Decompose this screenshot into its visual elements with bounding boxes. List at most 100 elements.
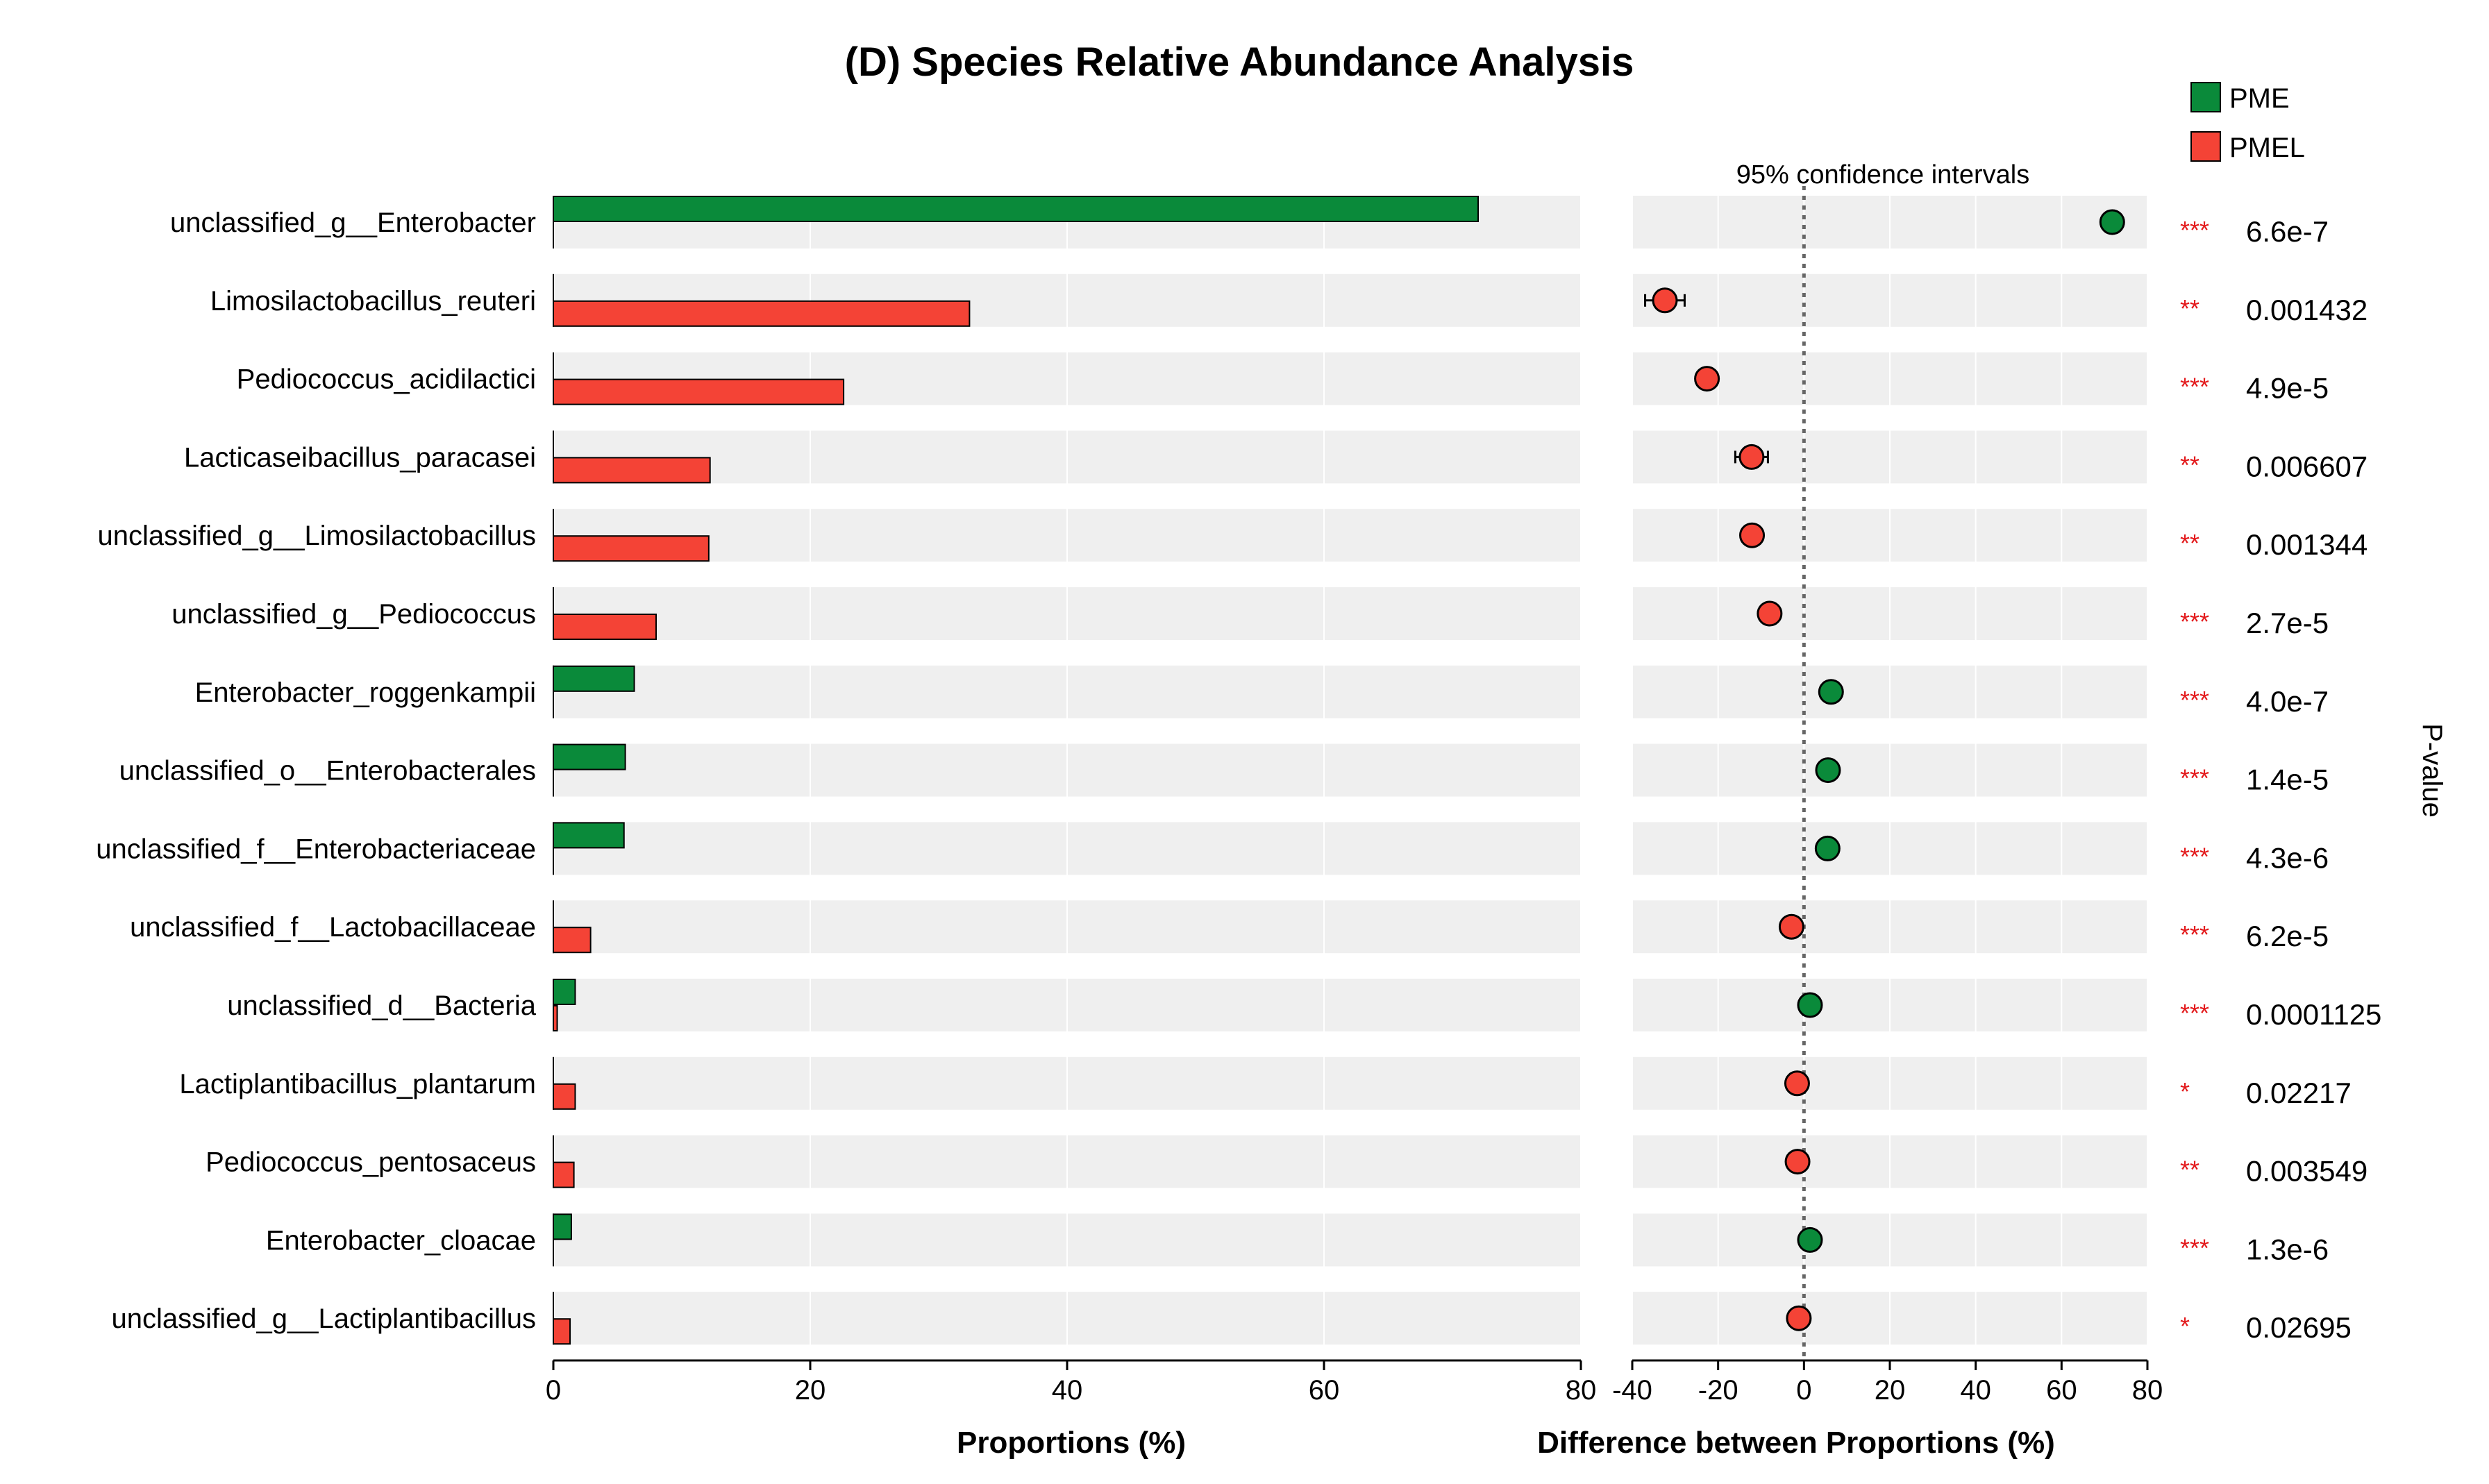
bar-pmel bbox=[553, 378, 845, 405]
left-tick-label: 0 bbox=[546, 1375, 561, 1406]
bar-pmel bbox=[553, 1083, 576, 1110]
bar-pmel bbox=[553, 457, 711, 484]
p-value-label: 6.2e-5 bbox=[2246, 920, 2329, 952]
bar-pme bbox=[553, 822, 625, 849]
p-value-label: 4.9e-5 bbox=[2246, 372, 2329, 405]
significance-stars: *** bbox=[2180, 999, 2209, 1027]
species-label: Enterobacter_cloacae bbox=[266, 1225, 536, 1256]
species-label: Lacticaseibacillus_paracasei bbox=[184, 442, 536, 473]
diff-point bbox=[1797, 1226, 1823, 1253]
significance-stars: *** bbox=[2180, 1233, 2209, 1262]
significance-stars: ** bbox=[2180, 450, 2199, 479]
species-label: unclassified_f__Enterobacteriaceae bbox=[96, 834, 536, 864]
left-tick-label: 40 bbox=[1052, 1375, 1083, 1406]
species-label: unclassified_g__Limosilactobacillus bbox=[98, 521, 536, 551]
bar-pme bbox=[553, 196, 1479, 222]
legend-label-pme: PME bbox=[2229, 83, 2290, 114]
diff-point bbox=[1778, 913, 1804, 940]
significance-stars: ** bbox=[2180, 529, 2199, 557]
significance-stars: ** bbox=[2180, 294, 2199, 323]
p-value-label: 0.006607 bbox=[2246, 450, 2368, 482]
labels-layer: 0 20 40 60 80 -40 -20 0 20 40 60 80 unclassified_g__… bbox=[96, 208, 2381, 1406]
species-label: Pediococcus_pentosaceus bbox=[206, 1147, 536, 1178]
left-tick-label: 60 bbox=[1309, 1375, 1340, 1406]
grid-layer bbox=[552, 186, 2149, 1370]
p-value-label: 0.02217 bbox=[2246, 1077, 2352, 1109]
significance-stars: *** bbox=[2180, 373, 2209, 401]
p-value-label: 1.4e-5 bbox=[2246, 764, 2329, 796]
chart-title: (D) Species Relative Abundance Analysis bbox=[845, 40, 1634, 85]
bar-pmel bbox=[553, 300, 971, 327]
diff-point bbox=[1739, 522, 1766, 548]
bar-pme bbox=[553, 979, 576, 1005]
right-tick-label: 0 bbox=[1796, 1375, 1811, 1406]
row-background-layer bbox=[553, 196, 2147, 1345]
right-tick-label: 80 bbox=[2132, 1375, 2163, 1406]
species-label: unclassified_g__Enterobacter bbox=[170, 208, 536, 238]
significance-stars: *** bbox=[2180, 764, 2209, 793]
bar-pmel bbox=[553, 1161, 575, 1188]
right-tick-label: -20 bbox=[1698, 1375, 1738, 1406]
diff-point bbox=[1738, 444, 1765, 470]
right-tick-label: 40 bbox=[1960, 1375, 1991, 1406]
legend-swatch-pme bbox=[2190, 82, 2221, 112]
species-label: unclassified_g__Pediococcus bbox=[171, 599, 536, 630]
p-value-label: 2.7e-5 bbox=[2246, 607, 2329, 639]
diff-point bbox=[1815, 757, 1841, 784]
ci-label: 95% confidence intervals bbox=[1736, 160, 2029, 189]
species-label: Lactiplantibacillus_plantarum bbox=[179, 1069, 536, 1099]
species-label: Limosilactobacillus_reuteri bbox=[210, 286, 536, 317]
p-value-label: 1.3e-6 bbox=[2246, 1233, 2329, 1265]
bar-pmel bbox=[553, 1005, 558, 1031]
right-tick-label: 20 bbox=[1875, 1375, 1906, 1406]
right-tick-label: 60 bbox=[2046, 1375, 2077, 1406]
p-value-label: 0.001432 bbox=[2246, 294, 2368, 326]
species-label: unclassified_f__Lactobacillaceae bbox=[130, 912, 536, 943]
left-tick-label: 80 bbox=[1566, 1375, 1597, 1406]
p-value-label: 0.0001125 bbox=[2246, 998, 2381, 1031]
significance-stars: *** bbox=[2180, 607, 2209, 636]
diff-point bbox=[1786, 1305, 1812, 1331]
species-label: unclassified_o__Enterobacterales bbox=[119, 756, 536, 786]
legend-swatch-pmel bbox=[2190, 131, 2221, 162]
bar-pmel bbox=[553, 927, 592, 954]
bar-pmel bbox=[553, 614, 657, 640]
legend-label-pmel: PMEL bbox=[2229, 133, 2305, 163]
bar-pmel bbox=[553, 1318, 571, 1345]
bar-pme bbox=[553, 665, 635, 692]
right-tick-label: -40 bbox=[1612, 1375, 1652, 1406]
diff-point bbox=[1784, 1070, 1810, 1097]
diff-point bbox=[1757, 600, 1783, 627]
diff-point bbox=[1814, 835, 1841, 861]
p-value-label: 0.02695 bbox=[2246, 1311, 2352, 1344]
diff-point bbox=[2099, 209, 2125, 235]
species-label: unclassified_g__Lactiplantibacillus bbox=[111, 1304, 536, 1334]
marks-layer bbox=[553, 196, 2125, 1345]
species-label: unclassified_d__Bacteria bbox=[227, 990, 536, 1021]
diff-point bbox=[1818, 679, 1844, 705]
p-value-label: 0.001344 bbox=[2246, 528, 2368, 561]
p-value-label: 4.0e-7 bbox=[2246, 685, 2329, 718]
diff-point bbox=[1652, 287, 1678, 314]
bar-pme bbox=[553, 1213, 572, 1240]
significance-stars: * bbox=[2180, 1312, 2190, 1340]
species-label: Pediococcus_acidilactici bbox=[237, 364, 536, 395]
significance-stars: *** bbox=[2180, 216, 2209, 244]
diff-point bbox=[1694, 366, 1720, 392]
p-value-label: 0.003549 bbox=[2246, 1155, 2368, 1188]
left-tick-label: 20 bbox=[795, 1375, 826, 1406]
significance-stars: *** bbox=[2180, 842, 2209, 870]
significance-stars: * bbox=[2180, 1077, 2190, 1106]
p-value-label: 6.6e-7 bbox=[2246, 215, 2329, 248]
pvalue-axis-title: P-value bbox=[2417, 723, 2447, 818]
significance-stars: ** bbox=[2180, 1156, 2199, 1184]
diff-point bbox=[1784, 1149, 1811, 1175]
bar-pmel bbox=[553, 535, 710, 562]
p-value-label: 4.3e-6 bbox=[2246, 841, 2329, 874]
right-axis-title: Difference between Proportions (%) bbox=[1537, 1426, 2055, 1460]
diff-point bbox=[1797, 992, 1823, 1018]
left-axis-title: Proportions (%) bbox=[957, 1426, 1186, 1460]
significance-stars: *** bbox=[2180, 686, 2209, 714]
bar-pme bbox=[553, 743, 626, 770]
species-label: Enterobacter_roggenkampii bbox=[195, 677, 536, 708]
